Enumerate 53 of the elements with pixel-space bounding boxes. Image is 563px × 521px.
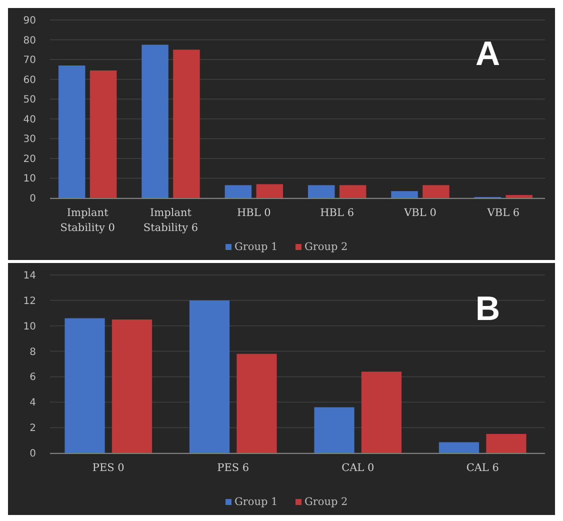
x-tick-label: VBL 6 — [486, 207, 520, 219]
bar — [391, 191, 418, 198]
bar — [361, 372, 402, 453]
y-tick-label: 80 — [23, 35, 36, 46]
y-tick-label: 8 — [30, 346, 36, 358]
y-tick-label: 20 — [23, 154, 36, 165]
x-tick-label: PES 0 — [92, 462, 124, 474]
x-tick-label: VBL 0 — [403, 207, 436, 219]
x-tick-label: CAL 6 — [466, 462, 500, 474]
bar — [339, 185, 366, 198]
legend-label: Group 1 — [234, 496, 278, 508]
text: B — [475, 290, 500, 328]
y-tick-label: 4 — [30, 398, 36, 409]
x-tick-label: Implant Stability 0 — [60, 207, 115, 234]
y-tick-label: 0 — [30, 194, 36, 204]
bar — [64, 318, 105, 453]
legend-label: Group 2 — [304, 241, 348, 253]
y-tick-label: 0 — [30, 448, 36, 460]
bar — [112, 320, 152, 453]
y-tick-label: 12 — [23, 296, 36, 307]
y-tick-label: 40 — [23, 114, 36, 126]
x-tick-label: Implant Stability 6 — [143, 207, 198, 234]
bar — [256, 184, 284, 198]
bar — [438, 442, 480, 453]
text: A — [475, 35, 500, 73]
y-tick-label: 90 — [23, 16, 36, 26]
y-tick-label: 30 — [23, 134, 36, 146]
bar — [90, 70, 117, 198]
x-tick-label: HBL 0 — [236, 207, 271, 219]
x-tick-label: PES 6 — [217, 462, 250, 474]
bar — [486, 434, 526, 453]
bar — [224, 185, 252, 198]
y-tick-label: 10 — [23, 321, 36, 332]
bar — [142, 44, 168, 198]
bar — [58, 65, 86, 198]
y-tick-label: 50 — [23, 94, 36, 106]
bar — [189, 300, 230, 453]
x-tick-label: HBL 6 — [320, 207, 354, 219]
bar — [236, 354, 277, 453]
y-tick-label: 70 — [23, 55, 36, 66]
y-tick-label: 2 — [30, 423, 36, 434]
bar — [422, 185, 450, 198]
y-tick-label: 60 — [23, 74, 36, 86]
legend-label: Group 2 — [304, 496, 348, 508]
bar — [506, 195, 533, 198]
y-tick-label: 6 — [30, 372, 36, 384]
legend-label: Group 1 — [234, 241, 278, 253]
x-tick-label: CAL 0 — [342, 462, 374, 474]
bar — [314, 407, 354, 453]
bar — [173, 50, 200, 198]
bar — [308, 185, 335, 198]
y-tick-label: 10 — [23, 174, 36, 185]
y-tick-label: 14 — [23, 270, 36, 282]
